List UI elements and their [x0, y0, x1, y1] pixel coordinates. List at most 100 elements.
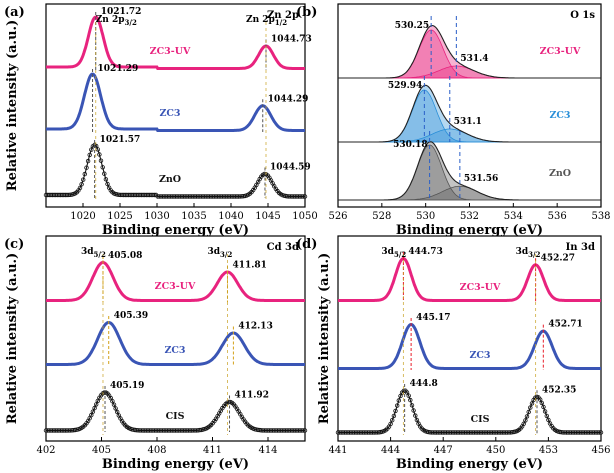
- data-point: [396, 398, 401, 403]
- data-point: [207, 194, 212, 199]
- panel-title: Zn 2p: [267, 10, 299, 21]
- series-label: CIS: [166, 411, 185, 422]
- data-point: [126, 192, 131, 198]
- envelope-line: [338, 24, 601, 79]
- peak-label: 1021.29: [98, 64, 139, 74]
- data-point: [77, 185, 83, 191]
- x-tick-label: 1035: [181, 211, 206, 222]
- x-tick-label: 447: [434, 445, 453, 456]
- series-label: ZnO: [159, 174, 181, 185]
- x-tick-label: 534: [504, 211, 523, 222]
- data-point: [398, 393, 403, 399]
- data-point: [454, 430, 459, 435]
- data-point: [413, 413, 418, 418]
- data-point: [477, 430, 482, 435]
- data-point: [439, 430, 444, 435]
- x-tick-label: 453: [539, 445, 558, 456]
- data-point: [221, 194, 227, 199]
- peak-label: 529.94: [388, 81, 422, 91]
- x-tick-label: 402: [36, 445, 55, 456]
- data-point: [139, 192, 144, 198]
- panel-d: 441 444 447 450 453 456 (d) In 3d Binding energy…: [296, 235, 611, 472]
- peak-label: 411.92: [235, 391, 269, 401]
- panel-title: Cd 3d: [267, 242, 299, 253]
- data-point: [544, 413, 549, 419]
- data-point: [293, 428, 298, 433]
- panel-c: 402 405 408 411 414 (c) Cd 3d Binding energy (e…: [4, 235, 308, 472]
- data-point: [189, 194, 194, 199]
- data-point: [152, 428, 157, 433]
- data-point: [155, 194, 160, 199]
- data-point: [103, 177, 109, 182]
- data-point: [225, 194, 230, 199]
- data-point: [546, 417, 551, 423]
- data-point: [93, 402, 99, 407]
- series-label: ZC3: [159, 108, 180, 119]
- data-point: [302, 428, 308, 433]
- peak-label: 531.1: [454, 117, 482, 127]
- peak-label: 1044.73: [271, 35, 312, 45]
- data-point: [136, 192, 141, 198]
- plot-frame: [45, 235, 306, 442]
- data-point: [89, 412, 94, 418]
- series-label: CIS: [471, 414, 490, 425]
- orbital-annotation: Zn 2p3/2: [96, 15, 137, 27]
- data-point: [92, 405, 97, 411]
- orbital-annotation: 3d3/2: [516, 247, 541, 259]
- series-label: ZC3-UV: [540, 46, 581, 57]
- data-point: [267, 428, 272, 433]
- data-point: [85, 158, 91, 164]
- x-tick-label: 528: [372, 211, 391, 222]
- series-label: ZC3: [549, 110, 570, 121]
- data-point: [526, 409, 531, 415]
- data-point: [408, 397, 413, 403]
- peak-label: 1044.59: [270, 163, 311, 173]
- x-tick-label: 536: [548, 211, 567, 222]
- series-label: ZC3-UV: [155, 281, 196, 292]
- data-point: [521, 421, 526, 426]
- peak-label: 405.08: [108, 251, 142, 261]
- data-point: [598, 430, 604, 435]
- peak-label: 445.17: [416, 313, 450, 323]
- data-point: [285, 428, 290, 433]
- data-point: [302, 194, 308, 199]
- data-point: [181, 194, 186, 199]
- data-point: [299, 194, 304, 199]
- data-point: [528, 405, 533, 410]
- data-point: [186, 194, 191, 199]
- data-point: [147, 428, 152, 433]
- peak-label: 405.19: [110, 381, 144, 391]
- series-line: [46, 261, 305, 302]
- peak-label: 531.56: [464, 174, 498, 184]
- peak-label: 1021.72: [101, 7, 142, 17]
- data-point: [231, 194, 236, 199]
- data-point: [291, 194, 296, 199]
- y-axis-label: Relative intensity (a.u.): [317, 253, 332, 424]
- series-fit-line: [338, 389, 601, 434]
- data-point: [90, 409, 96, 414]
- data-point: [283, 428, 288, 433]
- data-point: [345, 430, 351, 435]
- x-tick-label: 411: [203, 445, 222, 456]
- panel-b: 526 528 530 532 534 536 538 (b) O 1s Binding ener…: [296, 3, 611, 238]
- series-line: [46, 321, 305, 366]
- data-point: [170, 428, 175, 433]
- panel-label: (a): [4, 5, 25, 20]
- data-point: [129, 192, 134, 198]
- data-point: [208, 194, 214, 199]
- data-point: [404, 390, 410, 395]
- peak-label: 452.35: [542, 385, 576, 395]
- data-point: [48, 192, 54, 198]
- peak-label: 405.39: [114, 311, 148, 321]
- x-tick-label: 405: [92, 445, 111, 456]
- data-point: [195, 194, 201, 199]
- data-point: [197, 194, 202, 199]
- peak-label: 530.25: [395, 21, 429, 31]
- y-axis-label: Relative intensity (a.u.): [5, 20, 20, 191]
- data-point: [160, 428, 165, 433]
- x-tick-label: 532: [460, 211, 479, 222]
- data-point: [84, 165, 89, 170]
- data-point: [293, 194, 298, 199]
- x-tick-label: 408: [147, 445, 166, 456]
